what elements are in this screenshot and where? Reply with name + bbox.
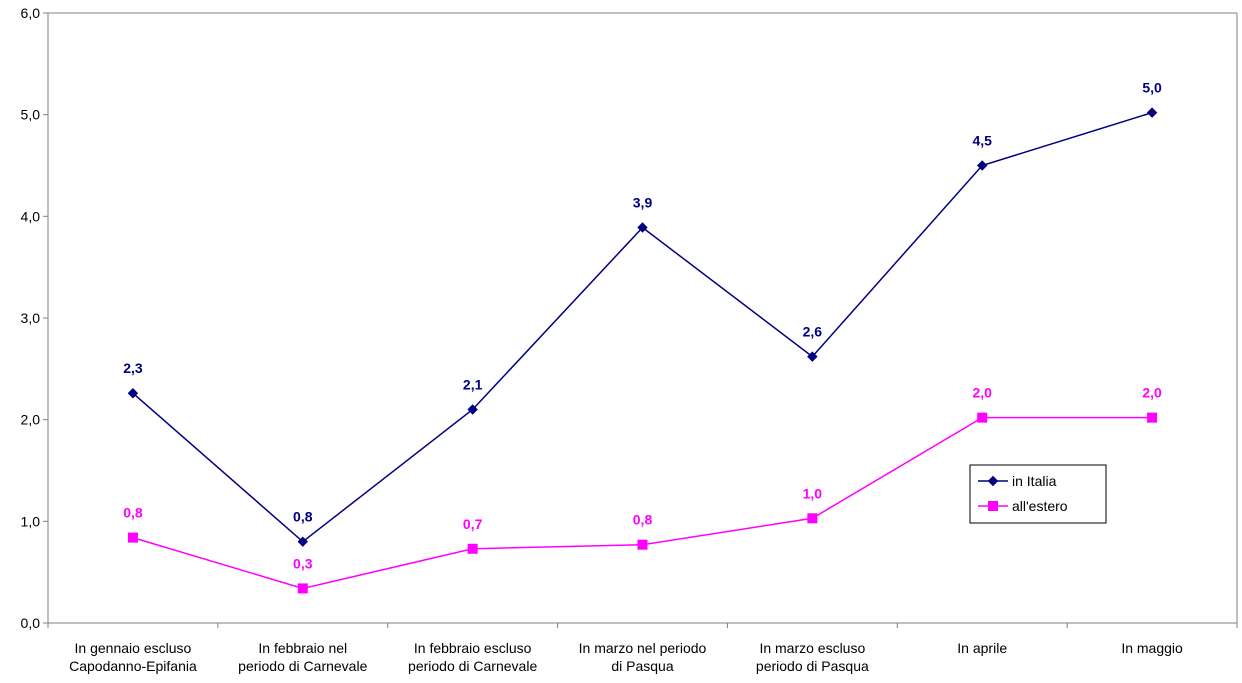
legend: in Italia all'estero: [969, 464, 1107, 524]
y-tick-label: 6,0: [21, 5, 41, 21]
x-category-label: In febbraio nel periodo di Carnevale: [238, 640, 367, 674]
data-point: [977, 160, 988, 171]
y-tick-label: 5,0: [21, 107, 41, 123]
data-point: [807, 351, 818, 362]
y-tick-label: 0,0: [21, 615, 41, 631]
series-layer: 2,30,82,13,92,64,55,00,80,30,7 0,81,02,0 2…: [123, 80, 1162, 594]
chart-axes: [47, 12, 1238, 624]
x-category-label: In gennaio escluso Capodanno-Epifania: [69, 640, 197, 674]
y-tick-label: 3,0: [21, 310, 41, 326]
data-point: [297, 536, 308, 547]
x-category-label-line: Capodanno-Epifania: [69, 658, 197, 674]
data-label: 0,8: [633, 512, 653, 528]
data-point: [297, 583, 308, 594]
data-label: 2,1: [463, 377, 483, 393]
data-label: 5,0: [1142, 80, 1162, 96]
data-point: [1147, 412, 1158, 423]
data-point: [467, 404, 478, 415]
series-0: 2,3 0,8 2,1 3,9 2,6 4,5 5,0: [123, 80, 1162, 547]
x-category-label-line: periodo di Carnevale: [238, 658, 367, 674]
data-label: 0,8: [293, 509, 313, 525]
y-tick-label: 4,0: [21, 208, 41, 224]
x-category-label-line: di Pasqua: [611, 658, 673, 674]
data-point: [467, 543, 478, 554]
x-category-label-line: In aprile: [957, 640, 1007, 656]
data-label: 2,0: [1142, 385, 1162, 401]
data-label: 0,7: [463, 516, 483, 532]
data-label: 2,6: [803, 324, 823, 340]
data-point: [977, 412, 988, 423]
legend-marker: [987, 475, 999, 487]
legend-entry: in Italia: [1012, 473, 1057, 489]
x-category-label-line: periodo di Carnevale: [408, 658, 537, 674]
data-label: 3,9: [633, 195, 653, 211]
x-category-label: In maggio: [1121, 640, 1183, 656]
data-point: [637, 222, 648, 233]
legend-marker: [988, 501, 998, 511]
x-category-label-line: In febbraio nel: [258, 640, 347, 656]
data-point: [127, 532, 138, 543]
x-category-label: In marzo nel periodo di Pasqua: [579, 640, 707, 674]
y-tick-label: 2,0: [21, 412, 41, 428]
x-category-label: In marzo escluso periodo di Pasqua: [756, 640, 869, 674]
data-point: [637, 539, 648, 550]
data-label: 2,0: [972, 385, 992, 401]
x-category-label-line: In maggio: [1121, 640, 1183, 656]
x-category-label-line: In marzo escluso: [759, 640, 865, 656]
series-1: 0,8 0,3 0,7 0,8 1,0 2,0 2,0: [123, 385, 1162, 594]
y-tick-label: 1,0: [21, 513, 41, 529]
data-label: 2,3: [123, 360, 143, 376]
data-point: [807, 513, 818, 524]
x-category-label-line: In gennaio escluso: [75, 640, 192, 656]
y-axis-ticks: 0,0 1,0 2,0 3,0 4,0 5,0 6,0: [21, 5, 48, 631]
legend-entry: all'estero: [1012, 498, 1068, 514]
data-label: 0,3: [293, 555, 313, 571]
x-category-label: In aprile: [957, 640, 1007, 656]
x-category-label-line: periodo di Pasqua: [756, 658, 869, 674]
data-label: 0,8: [123, 505, 143, 521]
x-axis-ticks: In gennaio escluso Capodanno-Epifania In f…: [47, 623, 1238, 674]
data-point: [127, 388, 139, 399]
data-label: 4,5: [972, 133, 992, 149]
x-category-label-line: In febbraio escluso: [414, 640, 532, 656]
data-point: [1146, 107, 1158, 118]
data-label: 1,0: [803, 485, 823, 501]
x-category-label-line: In marzo nel periodo: [579, 640, 707, 656]
legend-box: [969, 464, 1107, 524]
x-category-label: In febbraio escluso periodo di Carnevale: [408, 640, 537, 674]
